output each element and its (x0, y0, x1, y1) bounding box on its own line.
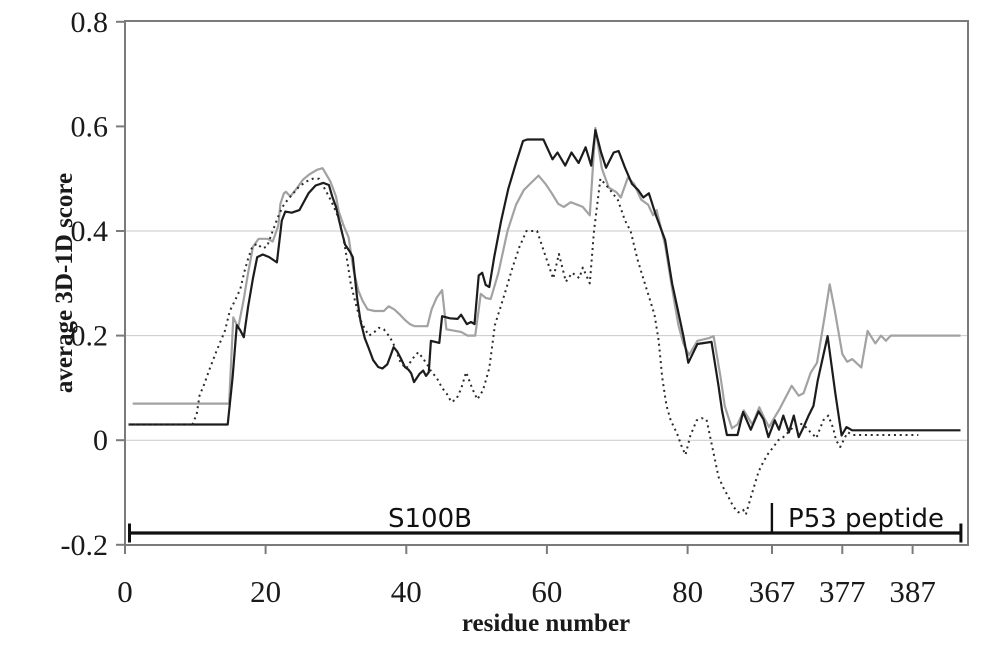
x-tick-label: 20 (250, 574, 281, 609)
x-axis-title: residue number (462, 610, 630, 637)
x-tick-label: 80 (672, 574, 703, 609)
y-tick-label: 0.4 (71, 215, 109, 248)
y-tick-label: 0.8 (71, 6, 109, 39)
series-line-solid-black (128, 129, 961, 439)
x-tick-label: 387 (889, 574, 936, 609)
series-lines (128, 126, 961, 516)
y-tick-label: -0.2 (61, 529, 109, 562)
y-tick-label: 0.2 (71, 320, 109, 353)
gridlines (125, 230, 968, 441)
y-tick-label: 0 (93, 424, 108, 457)
region-label-p53: P53 peptide (788, 504, 944, 534)
x-tick-label: 40 (391, 574, 422, 609)
series-line-solid-gray (132, 126, 961, 430)
y-axis-title: average 3D-1D score (51, 173, 78, 393)
region-bracket (128, 503, 963, 543)
x-axis-ticks: 0 20 40 60 80 367 377 387 (117, 545, 936, 609)
x-tick-label: 367 (749, 574, 796, 609)
y-axis-ticks: 0.8 0.6 0.4 0.2 0 -0.2 (61, 6, 125, 562)
x-tick-label: 377 (819, 574, 866, 609)
region-label-s100b: S100B (388, 504, 472, 534)
y-tick-label: 0.6 (71, 110, 109, 143)
x-tick-label: 0 (117, 574, 133, 609)
x-tick-label: 60 (531, 574, 562, 609)
series-line-dotted-black (128, 177, 919, 516)
